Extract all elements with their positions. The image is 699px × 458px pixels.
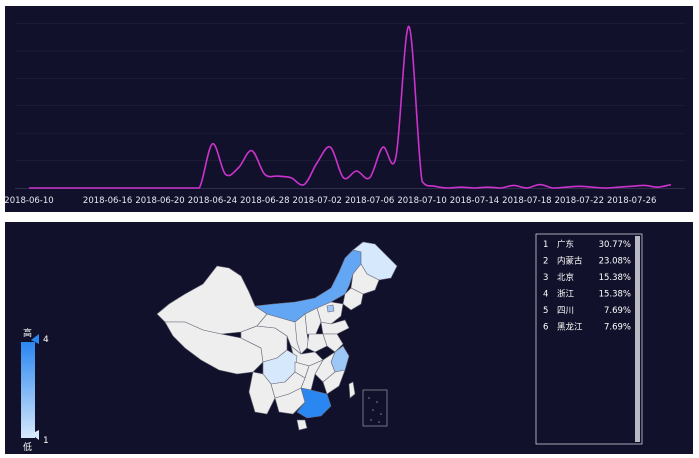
province-guangdong[interactable] <box>296 387 332 419</box>
series-line-0 <box>29 25 672 189</box>
south-china-sea-islands <box>368 397 382 423</box>
x-tick-label: 2018-06-20 <box>135 196 184 206</box>
ranking-rank: 2 <box>543 257 548 267</box>
ranking-percent: 15.38% <box>599 290 631 300</box>
visual-map-high-text: 高 <box>23 327 32 339</box>
ranking-name: 北京 <box>557 272 574 283</box>
ranking-row: 4 浙江 15.38% <box>543 289 631 300</box>
ranking-percent: 30.77% <box>599 240 631 250</box>
province-neimenggu[interactable] <box>254 249 362 323</box>
ranking-list: 1 广东 30.77% 2 内蒙古 23.08% 3 北京 15.38% 4 浙江 15.38% 5 四川… <box>543 239 631 333</box>
visual-map-bar[interactable] <box>21 342 35 438</box>
ranking-rank: 1 <box>543 240 548 250</box>
visual-map-max-label: 4 <box>43 335 49 345</box>
ranking-name: 浙江 <box>557 289 575 300</box>
x-tick-label: 2018-07-22 <box>555 196 604 206</box>
x-tick-label: 2018-06-10 <box>5 196 54 206</box>
south-china-sea-inset <box>362 389 388 427</box>
ranking-rank: 4 <box>543 290 548 300</box>
ranking-scrollbar[interactable] <box>635 236 640 442</box>
ranking-name: 广东 <box>557 239 574 250</box>
x-tick-labels: 2018-06-10 2018-06-16 2018-06-20 2018-06-24… <box>4 196 656 206</box>
visual-map-handle-top[interactable] <box>31 334 39 344</box>
ranking-row: 3 北京 15.38% <box>543 272 631 283</box>
visual-map-legend[interactable]: 高 4 1 低 <box>21 327 49 453</box>
x-tick-label: 2018-07-02 <box>293 196 342 206</box>
line-chart: 2018-06-10 2018-06-16 2018-06-20 2018-06-24… <box>4 23 685 206</box>
ranking-percent: 15.38% <box>599 273 631 283</box>
ranking-percent: 7.69% <box>604 306 631 316</box>
ranking-rank: 5 <box>543 306 548 316</box>
province-taiwan[interactable] <box>348 381 356 399</box>
map-panel: 高 4 1 低 <box>5 222 693 454</box>
ranking-panel: 1 广东 30.77% 2 内蒙古 23.08% 3 北京 15.38% 4 浙江 15.38% 5 四川… <box>535 233 643 445</box>
province-beijing[interactable] <box>326 304 335 313</box>
x-tick-label: 2018-07-14 <box>450 196 499 206</box>
province-heilongjiang[interactable] <box>352 241 398 281</box>
province-hainan[interactable] <box>296 419 308 431</box>
grid-lines <box>15 23 685 161</box>
ranking-percent: 23.08% <box>599 257 631 267</box>
ranking-name: 内蒙古 <box>557 256 583 267</box>
ranking-rank: 3 <box>543 273 548 283</box>
choropleth-map: 高 4 1 低 <box>21 233 643 453</box>
province-tibet[interactable] <box>164 321 264 375</box>
ranking-row: 6 黑龙江 7.69% <box>543 322 631 333</box>
x-tick-label: 2018-07-26 <box>607 196 656 206</box>
x-tick-label: 2018-06-16 <box>83 196 132 206</box>
ranking-box <box>535 233 643 445</box>
x-tick-label: 2018-07-06 <box>345 196 394 206</box>
ranking-rank: 6 <box>543 323 548 333</box>
x-tick-label: 2018-06-24 <box>188 196 237 206</box>
ranking-percent: 7.69% <box>604 323 631 333</box>
line-chart-panel: 2018-06-10 2018-06-16 2018-06-20 2018-06-24… <box>4 6 693 212</box>
province-henan[interactable] <box>306 333 328 353</box>
province-jiangsu[interactable] <box>322 333 344 353</box>
ranking-row: 2 内蒙古 23.08% <box>543 256 631 267</box>
visual-map-min-label: 1 <box>43 436 49 446</box>
x-tick-label: 2018-06-28 <box>240 196 289 206</box>
ranking-name: 黑龙江 <box>557 322 583 333</box>
ranking-name: 四川 <box>557 306 574 316</box>
visual-map-handle-bottom[interactable] <box>31 430 39 440</box>
province-fujian[interactable] <box>322 369 346 395</box>
visual-map-low-text: 低 <box>23 441 32 453</box>
province-yunnan[interactable] <box>248 371 276 415</box>
x-tick-label: 2018-07-10 <box>397 196 446 206</box>
ranking-row: 1 广东 30.77% <box>543 239 631 250</box>
ranking-row: 5 四川 7.69% <box>543 306 631 316</box>
china-map <box>156 241 398 431</box>
x-tick-label: 2018-07-18 <box>502 196 551 206</box>
